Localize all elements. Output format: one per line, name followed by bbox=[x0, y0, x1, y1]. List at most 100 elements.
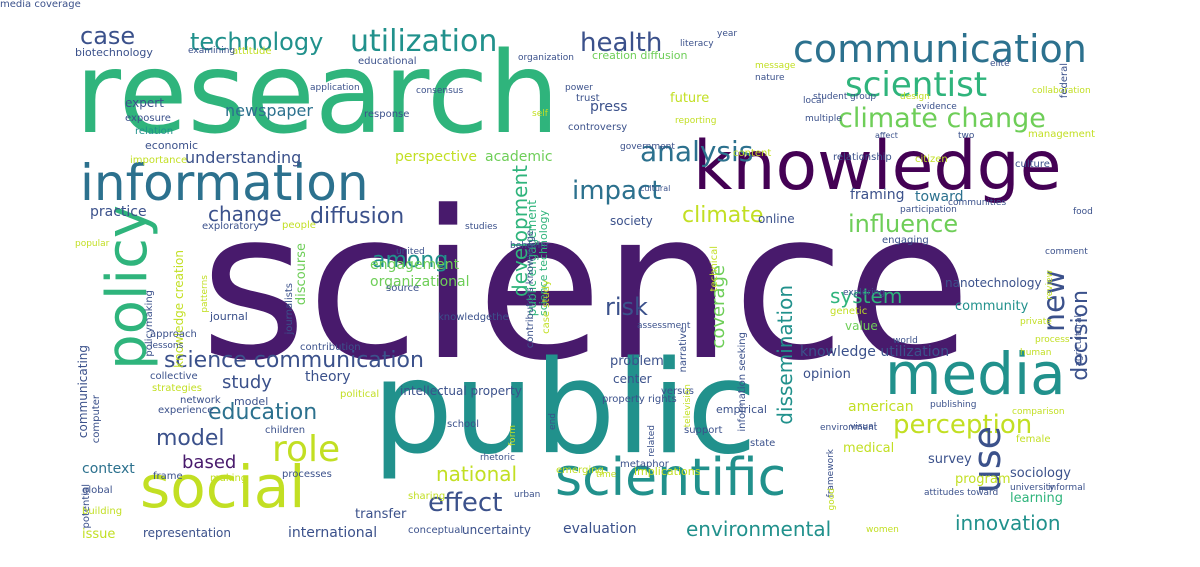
word-understanding: understanding bbox=[185, 148, 302, 167]
word-response: response bbox=[364, 109, 410, 120]
word-environment: environment bbox=[820, 423, 878, 433]
word-issue: issue bbox=[82, 527, 116, 542]
word-information-seeking: information seeking bbox=[737, 332, 748, 432]
word-property-rights: property rights bbox=[602, 394, 677, 405]
word-citizen: citizen bbox=[915, 154, 948, 165]
word-attitude: attitude bbox=[232, 46, 272, 57]
word-comparison: comparison bbox=[1012, 407, 1065, 417]
word-nature: nature bbox=[755, 73, 785, 83]
word-case-study: case study bbox=[541, 280, 552, 334]
word-contribution: contribution bbox=[300, 342, 361, 353]
word-time: time bbox=[596, 470, 617, 480]
word-case: case bbox=[80, 22, 136, 50]
word-content: content bbox=[733, 148, 772, 159]
word-communities: communities bbox=[948, 198, 1007, 208]
word-online: online bbox=[758, 212, 795, 226]
word-knowledge: knowledge bbox=[693, 127, 1062, 206]
word-biotechnology: biotechnology bbox=[75, 46, 153, 59]
word-strategies: strategies bbox=[152, 383, 202, 394]
word-exposure: exposure bbox=[125, 113, 171, 124]
word-lessons: lessons bbox=[150, 341, 184, 351]
word-intellectual-property: intellectual property bbox=[400, 384, 522, 398]
word-federal: federal bbox=[1059, 63, 1070, 99]
word-media: media bbox=[885, 340, 1066, 408]
word-survey: survey bbox=[928, 452, 972, 467]
word-change: change bbox=[208, 202, 282, 226]
word-metaphor: metaphor bbox=[620, 459, 669, 470]
word-behavior: behavior bbox=[510, 241, 550, 251]
word-children: children bbox=[265, 425, 306, 436]
word-study: study bbox=[222, 372, 272, 393]
word-informal: informal bbox=[1048, 483, 1086, 493]
word-collaboration: collaboration bbox=[1032, 86, 1091, 96]
word-american: american bbox=[848, 399, 914, 415]
word-visual: visual bbox=[850, 422, 877, 432]
word-newspaper: newspaper bbox=[225, 101, 313, 120]
word-trust: trust bbox=[576, 93, 600, 104]
word-communication: communication bbox=[793, 27, 1087, 71]
word-knowledgethe: knowledgethe bbox=[438, 312, 509, 323]
word-university: university bbox=[1010, 483, 1055, 493]
word-toward: toward bbox=[915, 189, 964, 205]
word-model: model bbox=[156, 426, 225, 451]
word-technical: technical bbox=[709, 246, 720, 292]
word-press: press bbox=[590, 99, 628, 115]
word-conceptual: conceptual bbox=[408, 525, 464, 536]
word-dissemination: dissemination bbox=[773, 285, 797, 425]
word-narrative: narrative bbox=[678, 327, 689, 373]
word-evaluation: evaluation bbox=[563, 521, 637, 537]
word-analysis: analysis bbox=[640, 135, 754, 168]
word-year: year bbox=[717, 29, 738, 39]
word-medical: medical bbox=[843, 441, 895, 456]
word-support: support bbox=[684, 425, 723, 436]
word-impact: impact bbox=[572, 176, 662, 206]
word-educational: educational bbox=[358, 56, 417, 67]
word-end: end bbox=[548, 413, 558, 430]
word-influence: influence bbox=[848, 210, 959, 238]
word-opinion: opinion bbox=[803, 367, 851, 382]
word-student: student bbox=[813, 92, 848, 102]
word-international: international bbox=[288, 525, 378, 541]
word-scientific: scientific bbox=[555, 448, 787, 508]
word-national: national bbox=[436, 462, 518, 486]
word-uncertainty: uncertainty bbox=[462, 523, 531, 537]
word-communicating: communicating bbox=[76, 345, 90, 439]
word-information: information bbox=[80, 154, 369, 212]
word-two: two bbox=[958, 131, 975, 141]
word-perception: perception bbox=[893, 410, 1033, 440]
word-framing: framing bbox=[850, 187, 905, 203]
word-assessment: assessment bbox=[637, 321, 691, 331]
word-technology: technology bbox=[190, 28, 324, 56]
word-innovation: innovation bbox=[955, 511, 1061, 535]
word-implications: implications bbox=[634, 465, 701, 478]
word-practice: practice bbox=[90, 204, 147, 220]
word-representation: representation bbox=[143, 526, 232, 540]
word-model: model bbox=[234, 395, 269, 408]
word-state: state bbox=[750, 438, 776, 449]
word-united: united bbox=[396, 247, 425, 257]
word-empirical: empirical bbox=[716, 403, 767, 416]
word-science: science bbox=[200, 168, 972, 406]
word-based: based bbox=[182, 452, 237, 473]
word-management: management bbox=[1028, 129, 1095, 140]
word-value: value bbox=[845, 319, 878, 333]
word-diffusion: diffusion bbox=[310, 204, 405, 229]
word-power: power bbox=[565, 83, 593, 93]
word-nanotechnology: nanotechnology bbox=[945, 276, 1042, 290]
word-human: human bbox=[1020, 348, 1052, 358]
word-community: community bbox=[955, 299, 1029, 314]
word-comment: comment bbox=[1045, 247, 1088, 257]
word-network: network bbox=[180, 395, 221, 406]
word-social: social bbox=[140, 453, 306, 521]
word-among: among bbox=[372, 248, 449, 273]
word-food: food bbox=[1073, 207, 1093, 217]
word-experience: experience bbox=[158, 405, 214, 416]
word-science-communication: science communication bbox=[164, 348, 424, 373]
word-consensus: consensus bbox=[416, 86, 464, 96]
word-journalists: journalists bbox=[284, 283, 295, 335]
word-computer: computer bbox=[91, 395, 102, 444]
word-process: process bbox=[1035, 335, 1070, 345]
word-sharing: sharing bbox=[408, 491, 446, 502]
word-rhetoric: rhetoric bbox=[480, 453, 515, 463]
